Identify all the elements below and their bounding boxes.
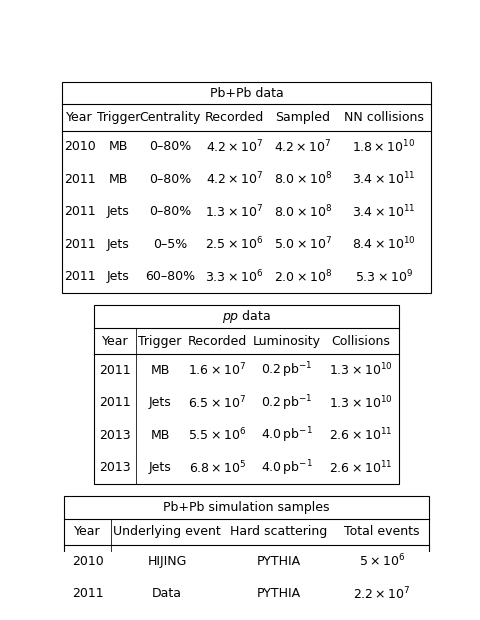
Text: 2010: 2010 bbox=[63, 141, 95, 154]
Bar bbox=[94, 305, 398, 484]
Text: $6.8 \times 10^{5}$: $6.8 \times 10^{5}$ bbox=[188, 459, 246, 476]
Text: Data: Data bbox=[152, 587, 181, 600]
Text: $2.5 \times 10^{6}$: $2.5 \times 10^{6}$ bbox=[205, 236, 263, 253]
Text: Sampled: Sampled bbox=[275, 111, 330, 124]
Text: $2.2 \times 10^{7}$: $2.2 \times 10^{7}$ bbox=[352, 585, 409, 602]
Text: MB: MB bbox=[150, 364, 169, 377]
Text: $5.5 \times 10^{6}$: $5.5 \times 10^{6}$ bbox=[188, 427, 246, 444]
Text: Trigger: Trigger bbox=[138, 335, 181, 348]
Text: $pp$ data: $pp$ data bbox=[222, 308, 270, 325]
Text: $1.8 \times 10^{10}$: $1.8 \times 10^{10}$ bbox=[351, 139, 415, 155]
Text: $3.3 \times 10^{6}$: $3.3 \times 10^{6}$ bbox=[205, 268, 263, 285]
Text: $3.4 \times 10^{11}$: $3.4 \times 10^{11}$ bbox=[351, 203, 415, 220]
Text: $2.0 \times 10^{8}$: $2.0 \times 10^{8}$ bbox=[273, 268, 331, 285]
Text: MB: MB bbox=[150, 429, 169, 442]
Text: 0–80%: 0–80% bbox=[148, 141, 191, 154]
Bar bbox=[64, 496, 428, 610]
Text: $2.6 \times 10^{11}$: $2.6 \times 10^{11}$ bbox=[329, 427, 392, 444]
Text: $1.3 \times 10^{10}$: $1.3 \times 10^{10}$ bbox=[328, 362, 392, 379]
Text: 60–80%: 60–80% bbox=[144, 270, 194, 283]
Text: NN collisions: NN collisions bbox=[343, 111, 423, 124]
Text: Year: Year bbox=[66, 111, 93, 124]
Text: $3.4 \times 10^{11}$: $3.4 \times 10^{11}$ bbox=[351, 171, 415, 188]
Text: 2011: 2011 bbox=[99, 396, 131, 409]
Text: Recorded: Recorded bbox=[188, 335, 247, 348]
Text: Centrality: Centrality bbox=[139, 111, 200, 124]
Text: 0–5%: 0–5% bbox=[153, 238, 187, 251]
Text: Year: Year bbox=[74, 526, 101, 539]
Text: 0–80%: 0–80% bbox=[148, 205, 191, 218]
Text: Luminosity: Luminosity bbox=[252, 335, 320, 348]
Text: Underlying event: Underlying event bbox=[113, 526, 220, 539]
Text: $5 \times 10^{6}$: $5 \times 10^{6}$ bbox=[358, 553, 404, 570]
Text: MB: MB bbox=[108, 173, 128, 186]
Text: Jets: Jets bbox=[107, 205, 130, 218]
Text: $0.2\,\mathrm{pb}^{-1}$: $0.2\,\mathrm{pb}^{-1}$ bbox=[261, 361, 312, 380]
Text: $1.3 \times 10^{7}$: $1.3 \times 10^{7}$ bbox=[205, 203, 263, 220]
Text: $6.5 \times 10^{7}$: $6.5 \times 10^{7}$ bbox=[188, 394, 246, 411]
Text: 2011: 2011 bbox=[72, 587, 103, 600]
Text: 0–80%: 0–80% bbox=[148, 173, 191, 186]
Text: 2011: 2011 bbox=[63, 270, 95, 283]
Text: PYTHIA: PYTHIA bbox=[256, 587, 300, 600]
Text: Pb+Pb data: Pb+Pb data bbox=[209, 87, 283, 100]
Text: Pb+Pb simulation samples: Pb+Pb simulation samples bbox=[163, 501, 329, 514]
Text: $8.0 \times 10^{8}$: $8.0 \times 10^{8}$ bbox=[273, 203, 331, 220]
Text: 2011: 2011 bbox=[63, 173, 95, 186]
Text: $8.0 \times 10^{8}$: $8.0 \times 10^{8}$ bbox=[273, 171, 331, 188]
Text: $1.3 \times 10^{10}$: $1.3 \times 10^{10}$ bbox=[328, 394, 392, 411]
Text: 2013: 2013 bbox=[99, 429, 131, 442]
Text: Recorded: Recorded bbox=[204, 111, 264, 124]
Text: 2011: 2011 bbox=[63, 238, 95, 251]
Text: 2010: 2010 bbox=[72, 555, 103, 568]
Text: $4.2 \times 10^{7}$: $4.2 \times 10^{7}$ bbox=[274, 139, 331, 155]
Text: $1.6 \times 10^{7}$: $1.6 \times 10^{7}$ bbox=[188, 362, 246, 379]
Text: PYTHIA: PYTHIA bbox=[256, 555, 300, 568]
Text: Jets: Jets bbox=[107, 270, 130, 283]
Text: 2011: 2011 bbox=[63, 205, 95, 218]
Text: Collisions: Collisions bbox=[331, 335, 390, 348]
Text: $5.3 \times 10^{9}$: $5.3 \times 10^{9}$ bbox=[354, 268, 412, 285]
Text: $4.2 \times 10^{7}$: $4.2 \times 10^{7}$ bbox=[205, 139, 263, 155]
Text: $2.6 \times 10^{11}$: $2.6 \times 10^{11}$ bbox=[329, 459, 392, 476]
Text: $4.0\,\mathrm{pb}^{-1}$: $4.0\,\mathrm{pb}^{-1}$ bbox=[261, 425, 312, 445]
Text: Jets: Jets bbox=[148, 461, 171, 474]
Text: Year: Year bbox=[102, 335, 128, 348]
Text: Jets: Jets bbox=[148, 396, 171, 409]
Text: $8.4 \times 10^{10}$: $8.4 \times 10^{10}$ bbox=[351, 236, 415, 253]
Text: $0.2\,\mathrm{pb}^{-1}$: $0.2\,\mathrm{pb}^{-1}$ bbox=[261, 393, 312, 413]
Text: MB: MB bbox=[108, 141, 128, 154]
Text: HIJING: HIJING bbox=[147, 555, 186, 568]
Text: Hard scattering: Hard scattering bbox=[229, 526, 326, 539]
Text: Trigger: Trigger bbox=[96, 111, 140, 124]
Text: $4.0\,\mathrm{pb}^{-1}$: $4.0\,\mathrm{pb}^{-1}$ bbox=[261, 458, 312, 477]
Text: $4.2 \times 10^{7}$: $4.2 \times 10^{7}$ bbox=[205, 171, 263, 188]
Bar bbox=[62, 82, 430, 293]
Text: 2013: 2013 bbox=[99, 461, 131, 474]
Text: Jets: Jets bbox=[107, 238, 130, 251]
Text: 2011: 2011 bbox=[99, 364, 131, 377]
Text: $5.0 \times 10^{7}$: $5.0 \times 10^{7}$ bbox=[273, 236, 331, 253]
Text: Total events: Total events bbox=[343, 526, 419, 539]
